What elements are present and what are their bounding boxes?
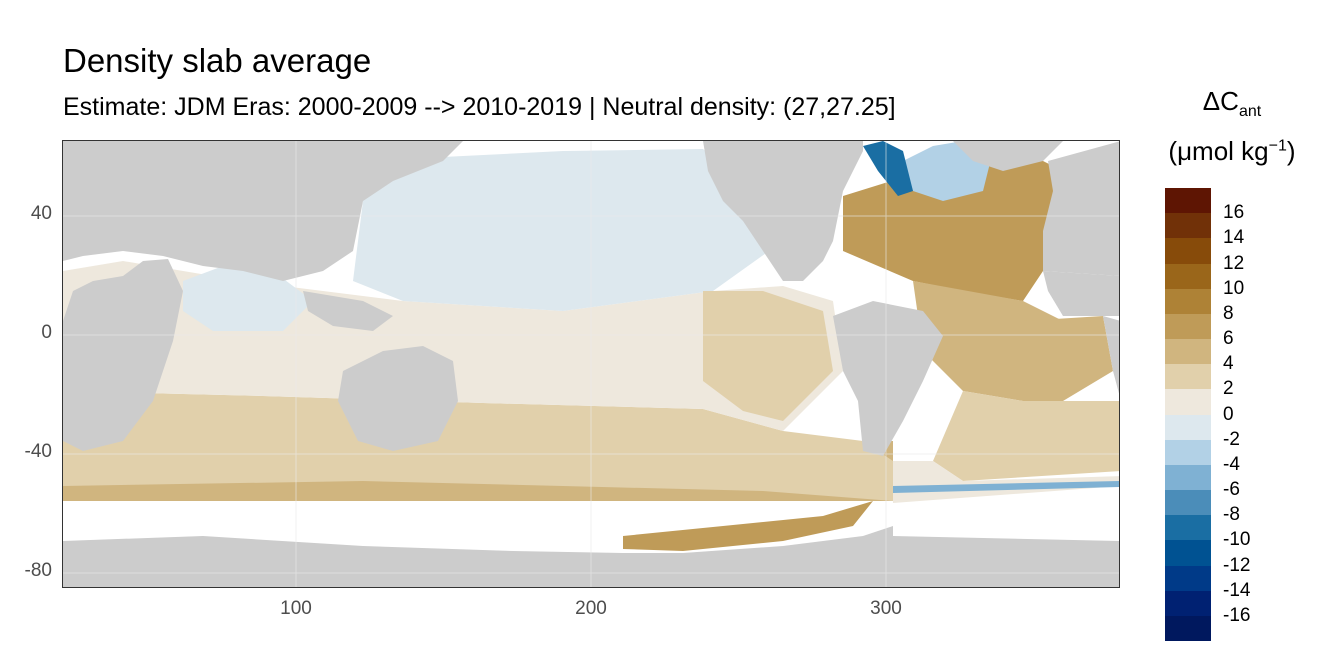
legend-swatch [1165,540,1211,566]
legend-label: -16 [1223,604,1251,626]
ocean-region-weddell-tongue [623,501,873,551]
legend-swatch [1165,490,1211,516]
legend-label: 4 [1223,353,1234,375]
plot-subtitle: Estimate: JDM Eras: 2000-2009 --> 2010-2… [63,93,896,121]
legend-swatch [1165,213,1211,239]
ocean-region-antarctic-coast-strip [893,481,1119,493]
gridlines [63,141,1119,587]
legend-label: -10 [1223,529,1251,551]
legend-label: -12 [1223,554,1251,576]
legend-swatch [1165,238,1211,264]
ocean-region-south-atlantic [933,391,1119,481]
legend-label: -2 [1223,428,1240,450]
legend-label: 12 [1223,252,1245,274]
legend-title-line1: ΔCant [1202,86,1262,121]
legend-swatch [1165,615,1211,642]
land-north-america [703,141,863,281]
legend-label: -8 [1223,504,1240,526]
map-panel [62,140,1120,588]
y-tick-0: 0 [41,322,52,343]
ocean-region-south-atlantic-light [893,461,1119,503]
legend-swatch [1165,364,1211,390]
legend-swatch [1165,515,1211,541]
land-indonesia [303,291,393,331]
legend-label: 10 [1223,277,1245,299]
land-europe [1043,141,1119,276]
land-greenland [953,141,1063,171]
legend-swatch [1165,188,1211,214]
land-asia [63,141,463,281]
legend-label: -4 [1223,453,1240,475]
legend-swatch [1165,464,1211,491]
land-south-america [833,301,943,456]
legend-label: 0 [1223,403,1234,425]
land-australia [338,346,458,451]
legend-label: 14 [1223,227,1245,249]
x-tick-100: 100 [280,598,312,619]
legend-swatch [1165,288,1211,315]
legend-label: 6 [1223,328,1234,349]
x-tick-200: 200 [575,598,607,619]
legend-label: 16 [1223,202,1245,224]
plot-title: Density slab average [63,42,372,79]
legend-label: -6 [1223,479,1240,500]
legend-swatch [1165,339,1211,365]
legend-swatch [1165,389,1211,415]
legend-swatch [1165,565,1211,592]
legend-label: 2 [1223,378,1234,400]
y-tick-minus-80: -80 [24,560,52,581]
legend-label: -14 [1223,579,1251,601]
x-tick-300: 300 [870,598,902,619]
ocean-region-east-tropical-atlantic [1023,316,1113,401]
legend-swatch [1165,590,1211,617]
legend-swatch [1165,263,1211,290]
ocean-region-tropical-pacific-east [703,291,833,421]
ocean-region-west-pacific [183,266,313,331]
legend-colorbar [1165,188,1211,642]
legend-title-line2: (μmol kg−1) [1168,136,1296,166]
legend-swatch [1165,313,1211,340]
legend-label: 8 [1223,302,1234,324]
ocean-region-mid-south [63,391,893,501]
y-tick-minus-40: -40 [24,441,52,462]
land-antarctica-east [893,536,1119,587]
legend-swatch [1165,414,1211,441]
ocean-map [63,141,1119,587]
legend-swatch [1165,439,1211,466]
land-africa [63,259,183,451]
land-africa-east [1043,271,1119,316]
ocean-region-north-pacific [353,149,783,311]
y-tick-40: 40 [30,203,52,224]
land-antarctica [63,526,893,587]
ocean-region-labrador-deep [863,141,913,196]
